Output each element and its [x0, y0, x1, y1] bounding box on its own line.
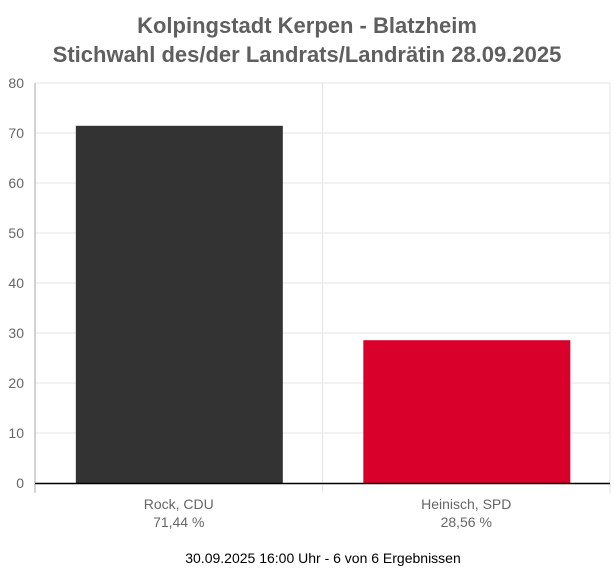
- bars: [75, 125, 571, 484]
- footer-status: 30.09.2025 16:00 Uhr - 6 von 6 Ergebniss…: [185, 550, 461, 566]
- category-label: Heinisch, SPD: [421, 496, 511, 512]
- y-tick-label: 50: [8, 225, 24, 241]
- y-tick-label: 80: [8, 75, 24, 91]
- y-tick-label: 0: [16, 475, 24, 491]
- y-tick-label: 70: [8, 125, 24, 141]
- y-tick-label: 20: [8, 375, 24, 391]
- y-tick-label: 40: [8, 275, 24, 291]
- value-label: 28,56 %: [441, 514, 492, 530]
- y-tick-label: 30: [8, 325, 24, 341]
- value-label: 71,44 %: [153, 514, 204, 530]
- axes: [34, 83, 610, 493]
- bar[interactable]: [75, 125, 283, 484]
- chart-title-line-1: Kolpingstadt Kerpen - Blatzheim: [137, 13, 477, 38]
- y-tick-label: 10: [8, 425, 24, 441]
- y-tick-label: 60: [8, 175, 24, 191]
- labels: 0 10 20 30 40 50 60 70 80 Rock, CDU 71,44 % Heinisc…: [8, 75, 511, 530]
- chart-title-line-2: Stichwahl des/der Landrats/Landrätin 28.…: [53, 42, 562, 67]
- bar[interactable]: [363, 340, 571, 483]
- category-label: Rock, CDU: [144, 496, 214, 512]
